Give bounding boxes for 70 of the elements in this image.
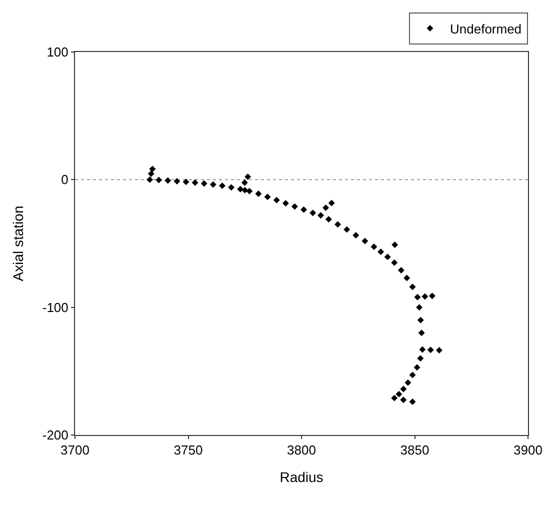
point	[409, 284, 416, 290]
x-tick-label: 3900	[514, 442, 542, 458]
point	[362, 238, 368, 244]
point	[146, 176, 153, 183]
point	[241, 179, 248, 186]
point	[352, 232, 360, 238]
point	[218, 182, 226, 190]
point	[242, 186, 248, 194]
point	[417, 316, 424, 324]
point	[282, 200, 289, 207]
x-tick-label: 3800	[287, 442, 316, 458]
point	[427, 346, 434, 354]
point	[428, 292, 436, 300]
point	[391, 259, 398, 266]
point	[384, 254, 391, 260]
point	[409, 372, 416, 378]
y-tick-label: 0	[61, 172, 68, 188]
point	[378, 248, 384, 256]
point	[414, 294, 421, 300]
point	[396, 390, 402, 398]
point	[164, 177, 172, 184]
point	[334, 221, 341, 228]
point	[422, 293, 428, 300]
point	[328, 200, 335, 206]
point	[246, 188, 253, 194]
point	[148, 170, 154, 178]
point	[436, 346, 442, 354]
legend-label: Undeformed	[450, 21, 522, 36]
point	[409, 398, 416, 406]
point	[273, 196, 280, 204]
x-axis-title: Radius	[280, 468, 324, 485]
point	[318, 212, 324, 219]
y-tick-label: -200	[42, 428, 68, 443]
point	[325, 216, 332, 222]
y-axis-title: Axial station	[10, 206, 26, 282]
point	[416, 304, 423, 311]
y-tick-label: 100	[46, 44, 68, 60]
point	[404, 379, 412, 386]
point	[291, 203, 298, 210]
point	[404, 274, 410, 282]
point	[398, 267, 404, 274]
point	[414, 364, 420, 371]
point	[192, 179, 198, 186]
point	[237, 186, 244, 192]
point	[300, 206, 308, 213]
point	[210, 181, 216, 188]
point	[400, 386, 407, 392]
point	[264, 194, 271, 200]
point	[255, 190, 262, 197]
point	[228, 184, 235, 191]
point	[149, 166, 156, 172]
x-tick-label: 3700	[60, 442, 90, 458]
point	[370, 243, 378, 250]
point	[156, 176, 162, 184]
point	[182, 178, 190, 186]
point	[310, 210, 316, 216]
point	[392, 242, 398, 248]
y-tick-label: -100	[42, 300, 68, 315]
point	[322, 204, 329, 211]
point	[244, 173, 252, 180]
point	[200, 180, 208, 187]
point	[418, 330, 425, 336]
point	[344, 226, 350, 233]
point	[419, 346, 426, 353]
point	[400, 396, 407, 404]
x-tick-label: 3850	[400, 442, 430, 458]
x-tick-label: 3750	[174, 442, 203, 458]
point	[391, 394, 398, 402]
point	[174, 178, 180, 184]
point	[417, 355, 424, 362]
